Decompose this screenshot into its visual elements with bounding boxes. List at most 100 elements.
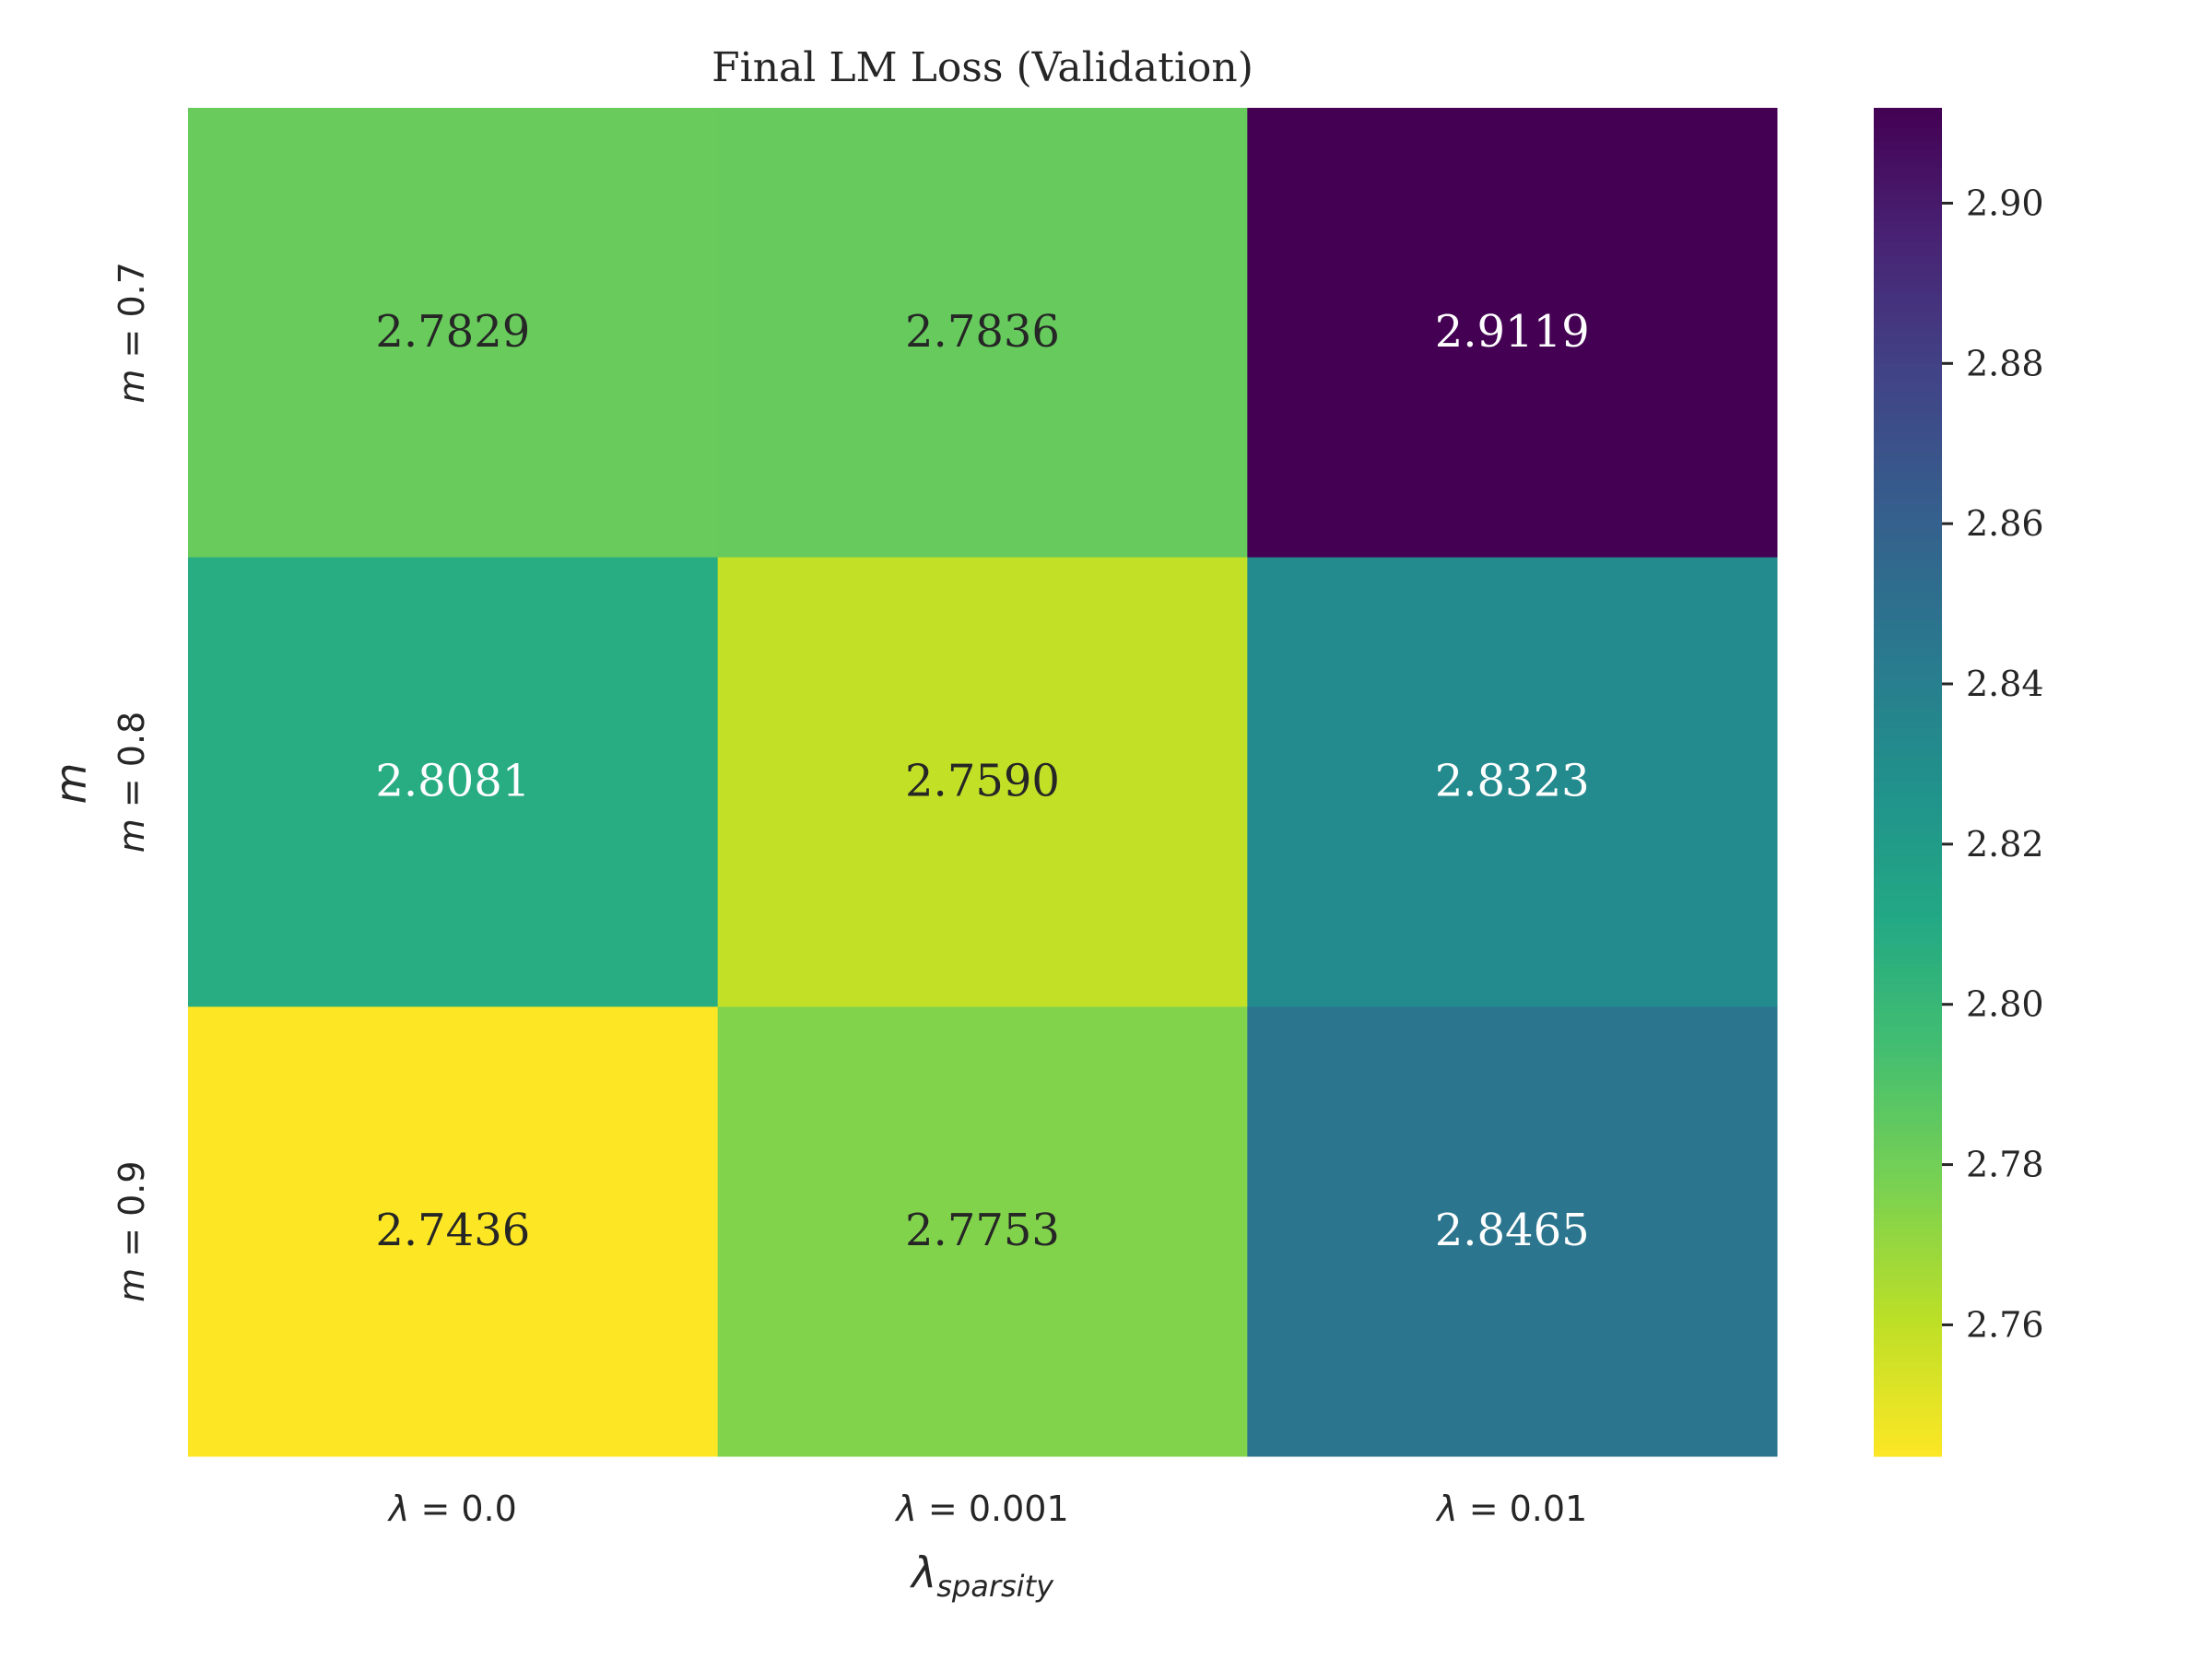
x-axis-label: λsparsity bbox=[909, 1547, 1054, 1604]
x-axis-label-subscript: sparsity bbox=[936, 1569, 1054, 1604]
heatmap-cell bbox=[1247, 108, 1778, 559]
colorbar-segment bbox=[1874, 1227, 1942, 1235]
colorbar-segment bbox=[1874, 141, 1942, 149]
colorbar-segment bbox=[1874, 1044, 1942, 1053]
colorbar-segment bbox=[1874, 802, 1942, 810]
colorbar-segment bbox=[1874, 971, 1942, 979]
colorbar-segment bbox=[1874, 1193, 1942, 1201]
colorbar-segment bbox=[1874, 546, 1942, 554]
colorbar-segment bbox=[1874, 694, 1942, 702]
colorbar-segment bbox=[1874, 808, 1942, 817]
cell-value-label: 2.8081 bbox=[375, 756, 530, 807]
x-tick-label: λ = 0.001 bbox=[894, 1488, 1068, 1529]
colorbar-segment bbox=[1874, 491, 1942, 500]
colorbar-segment bbox=[1874, 1267, 1942, 1276]
colorbar-segment bbox=[1874, 572, 1942, 581]
colorbar-tick-label: 2.80 bbox=[1966, 984, 2044, 1025]
colorbar-segment bbox=[1874, 114, 1942, 123]
colorbar-segment bbox=[1874, 1011, 1942, 1019]
colorbar-segment bbox=[1874, 444, 1942, 453]
colorbar-segment bbox=[1874, 108, 1942, 115]
colorbar: 2.76 2.78 2.80 2.82 2.84 2.86 2.88 2.90 bbox=[1874, 108, 2044, 1457]
colorbar-segment bbox=[1874, 452, 1942, 459]
colorbar-segment bbox=[1874, 344, 1942, 351]
colorbar-segment bbox=[1874, 735, 1942, 743]
colorbar-segment bbox=[1874, 458, 1942, 466]
colorbar-segment bbox=[1874, 276, 1942, 284]
colorbar-segment bbox=[1874, 472, 1942, 479]
colorbar-segment bbox=[1874, 1085, 1942, 1093]
colorbar-segment bbox=[1874, 1253, 1942, 1262]
cell-value-label: 2.7753 bbox=[905, 1205, 1060, 1256]
colorbar-segment bbox=[1874, 1388, 1942, 1396]
colorbar-segment bbox=[1874, 997, 1942, 1006]
colorbar-segment bbox=[1874, 377, 1942, 385]
heatmap-cell bbox=[1247, 557, 1778, 1007]
colorbar-segment bbox=[1874, 1018, 1942, 1026]
colorbar-segment bbox=[1874, 1139, 1942, 1147]
colorbar-segment bbox=[1874, 606, 1942, 615]
colorbar-segment bbox=[1874, 1408, 1942, 1417]
colorbar-segment bbox=[1874, 708, 1942, 715]
colorbar-segment bbox=[1874, 755, 1942, 763]
colorbar-segment bbox=[1874, 667, 1942, 676]
colorbar-segment bbox=[1874, 1072, 1942, 1079]
colorbar-segment bbox=[1874, 1449, 1942, 1457]
colorbar-segment bbox=[1874, 208, 1942, 217]
colorbar-segment bbox=[1874, 653, 1942, 662]
colorbar-segment bbox=[1874, 175, 1942, 183]
colorbar-segment bbox=[1874, 930, 1942, 938]
colorbar-segment bbox=[1874, 1341, 1942, 1349]
y-tick-labels: m = 0.7 m = 0.8 m = 0.9 bbox=[112, 262, 152, 1302]
colorbar-segment bbox=[1874, 1233, 1942, 1241]
colorbar-segment bbox=[1874, 613, 1942, 621]
colorbar-segment bbox=[1874, 964, 1942, 971]
colorbar-tick-label: 2.76 bbox=[1966, 1304, 2044, 1345]
colorbar-segment bbox=[1874, 903, 1942, 912]
colorbar-segment bbox=[1874, 1166, 1942, 1174]
colorbar-segment bbox=[1874, 619, 1942, 628]
colorbar-segment bbox=[1874, 255, 1942, 264]
colorbar-segment bbox=[1874, 1200, 1942, 1207]
heatmap-cell bbox=[188, 108, 719, 559]
colorbar-segment bbox=[1874, 242, 1942, 251]
colorbar-segment bbox=[1874, 950, 1942, 959]
colorbar-segment bbox=[1874, 747, 1942, 756]
colorbar-segment bbox=[1874, 674, 1942, 682]
colorbar-segment bbox=[1874, 1172, 1942, 1181]
colorbar-segment bbox=[1874, 1280, 1942, 1288]
colorbar-segment bbox=[1874, 269, 1942, 277]
colorbar-segment bbox=[1874, 869, 1942, 877]
colorbar-segment bbox=[1874, 1099, 1942, 1107]
colorbar-segment bbox=[1874, 552, 1942, 560]
colorbar-segment bbox=[1874, 519, 1942, 527]
cell-value-label: 2.7836 bbox=[905, 306, 1060, 358]
colorbar-segment bbox=[1874, 883, 1942, 891]
colorbar-segment bbox=[1874, 1159, 1942, 1168]
heatmap-cell bbox=[717, 557, 1248, 1007]
colorbar-segment bbox=[1874, 1058, 1942, 1066]
colorbar-segment bbox=[1874, 438, 1942, 446]
colorbar-segment bbox=[1874, 1240, 1942, 1248]
colorbar-segment bbox=[1874, 721, 1942, 729]
colorbar-segment bbox=[1874, 688, 1942, 696]
colorbar-segment bbox=[1874, 478, 1942, 487]
colorbar-segment bbox=[1874, 1436, 1942, 1443]
colorbar-segment bbox=[1874, 593, 1942, 601]
colorbar-segment bbox=[1874, 1382, 1942, 1390]
colorbar-segment bbox=[1874, 1429, 1942, 1437]
colorbar-segment bbox=[1874, 195, 1942, 204]
colorbar-segment bbox=[1874, 1119, 1942, 1127]
colorbar-segment bbox=[1874, 303, 1942, 312]
colorbar-segment bbox=[1874, 1347, 1942, 1356]
colorbar-segment bbox=[1874, 1132, 1942, 1140]
colorbar-tick-label: 2.78 bbox=[1966, 1145, 2044, 1185]
colorbar-segment bbox=[1874, 418, 1942, 426]
colorbar-segment bbox=[1874, 849, 1942, 857]
colorbar-segment bbox=[1874, 829, 1942, 837]
colorbar-segment bbox=[1874, 924, 1942, 932]
colorbar-segment bbox=[1874, 1065, 1942, 1073]
colorbar-segment bbox=[1874, 1004, 1942, 1012]
colorbar-segment bbox=[1874, 559, 1942, 568]
y-tick-label: m = 0.9 bbox=[112, 1160, 152, 1301]
